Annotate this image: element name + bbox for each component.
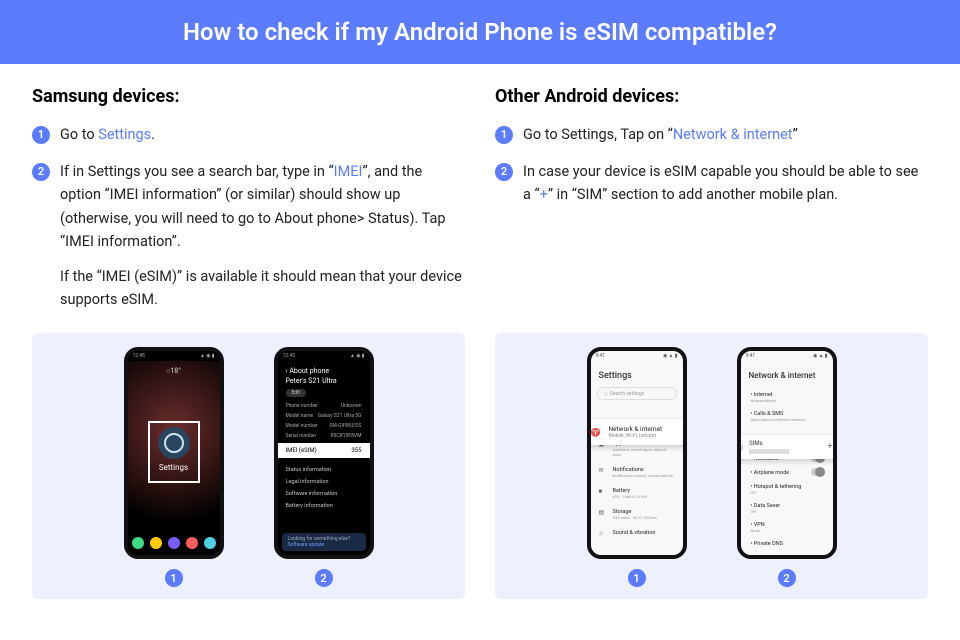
other-steps: 1 Go to Settings, Tap on “Network & inte… [495, 123, 928, 207]
network-internet-popup: ♈ Network & internet Mobile, Wi-Fi, hots… [587, 419, 687, 445]
samsung-column: Samsung devices: 1 Go to Settings. 2 If … [32, 86, 465, 325]
other-step-1: 1 Go to Settings, Tap on “Network & inte… [495, 123, 928, 146]
samsung-heading: Samsung devices: [32, 86, 465, 107]
step-text: If in Settings you see a search bar, typ… [60, 160, 465, 311]
imei-link[interactable]: IMEI [334, 163, 363, 180]
step-text: Go to Settings. [60, 123, 465, 146]
settings-label: Settings [128, 463, 220, 472]
other-column: Other Android devices: 1 Go to Settings,… [495, 86, 928, 325]
samsung-step-2: 2 If in Settings you see a search bar, t… [32, 160, 465, 311]
wifi-icon: ♈ [591, 428, 601, 437]
plus-link[interactable]: + [540, 186, 548, 203]
gear-icon [158, 427, 190, 459]
footer-card: Looking for something else? Software upd… [282, 533, 366, 551]
content-columns: Samsung devices: 1 Go to Settings. 2 If … [0, 64, 960, 325]
samsung-shot-2: 12:45▲ ◉ ▮ ‹ About phone Peter's S21 Ult… [274, 347, 374, 587]
edit-button: Edit [286, 389, 306, 397]
shot-number-badge: 2 [778, 569, 796, 587]
phone-mock: 12:45▲ ◉ ▮ ‹ About phone Peter's S21 Ult… [274, 347, 374, 559]
step-number-badge: 2 [495, 163, 513, 181]
shot-number-badge: 2 [315, 569, 333, 587]
other-shot-1: 9:41◉ ▲ ▮ Settings ⓢ Search settings ▣Ap… [587, 347, 687, 587]
samsung-step-1: 1 Go to Settings. [32, 123, 465, 146]
other-step-2: 2 In case your device is eSIM capable yo… [495, 160, 928, 206]
search-bar: ⓢ Search settings [597, 387, 677, 400]
page-header: How to check if my Android Phone is eSIM… [0, 0, 960, 64]
step-number-badge: 1 [495, 126, 513, 144]
samsung-shot-1: 12:45▲ ◉ ▮ ○18° Settings 1 [124, 347, 224, 587]
settings-link[interactable]: Settings [98, 126, 151, 143]
shot-number-badge: 1 [628, 569, 646, 587]
page-title: How to check if my Android Phone is eSIM… [183, 18, 777, 46]
step-text: Go to Settings, Tap on “Network & intern… [523, 123, 928, 146]
sims-popup: ▢ SIMs + [737, 435, 837, 459]
blurred-value [749, 449, 789, 454]
samsung-steps: 1 Go to Settings. 2 If in Settings you s… [32, 123, 465, 311]
step-text: In case your device is eSIM capable you … [523, 160, 928, 206]
step-number-badge: 1 [32, 126, 50, 144]
other-shot-2: 9:41◉ ▲ ▮ Network & internet • InternetN… [737, 347, 837, 587]
phone-mock: 9:41◉ ▲ ▮ Settings ⓢ Search settings ▣Ap… [587, 347, 687, 559]
other-screenshots-panel: 9:41◉ ▲ ▮ Settings ⓢ Search settings ▣Ap… [495, 333, 928, 599]
network-internet-link[interactable]: Network & internet [673, 126, 793, 143]
plus-icon: + [823, 442, 836, 452]
phone-mock: 9:41◉ ▲ ▮ Network & internet • InternetN… [737, 347, 837, 559]
other-heading: Other Android devices: [495, 86, 928, 107]
samsung-screenshots-panel: 12:45▲ ◉ ▮ ○18° Settings 1 12:45▲ ◉ ▮ ‹ … [32, 333, 465, 599]
sim-icon: ▢ [737, 443, 744, 451]
shot-number-badge: 1 [165, 569, 183, 587]
step-number-badge: 2 [32, 163, 50, 181]
imei-esim-row: IMEI (eSIM) 355 [274, 443, 374, 458]
screenshot-row: 12:45▲ ◉ ▮ ○18° Settings 1 12:45▲ ◉ ▮ ‹ … [0, 333, 960, 599]
phone-dock [128, 537, 220, 549]
phone-mock: 12:45▲ ◉ ▮ ○18° Settings [124, 347, 224, 559]
